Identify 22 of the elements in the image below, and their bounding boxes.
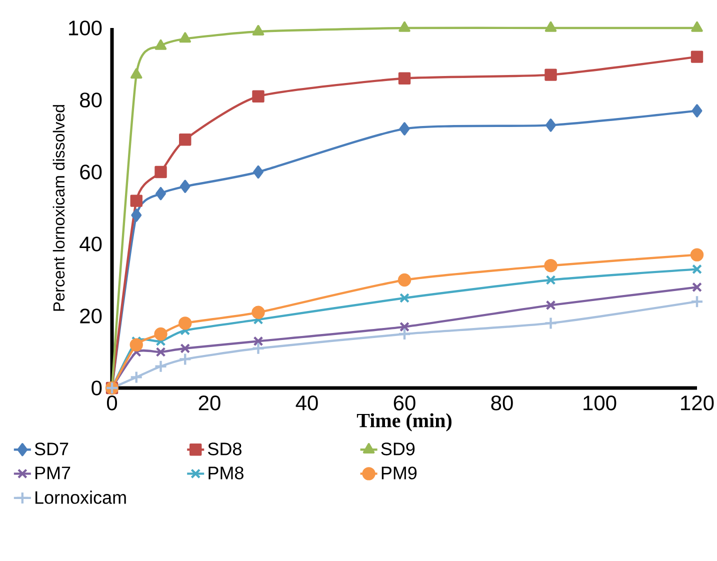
y-tick-label: 0: [92, 380, 102, 396]
x-tick-label: 20: [198, 396, 220, 410]
x-axis-title: Time (min): [356, 413, 452, 432]
x-tick-label: 80: [491, 396, 513, 410]
y-tick-label: 20: [80, 308, 102, 324]
x-tick-label: 120: [681, 396, 714, 410]
x-tick-label: 100: [584, 396, 616, 410]
legend-label: SD9: [381, 442, 415, 456]
y-tick-label: 80: [80, 92, 102, 108]
x-tick-label: 40: [296, 396, 318, 410]
legend-label: PM7: [35, 466, 70, 480]
y-tick-label: 60: [80, 164, 102, 180]
y-tick-label: 100: [69, 20, 102, 36]
y-tick-label: 40: [80, 236, 102, 252]
x-tick-label: 0: [106, 396, 118, 410]
x-tick-label: 60: [394, 396, 416, 410]
legend-label: PM8: [208, 466, 244, 480]
legend-label: Lornoxicam: [35, 490, 126, 504]
legend-label: SD8: [208, 442, 242, 456]
legend-label: SD7: [34, 442, 68, 456]
legend-label: PM9: [382, 466, 417, 480]
y-axis-title: Percent lornoxicam dissolved: [52, 105, 65, 311]
